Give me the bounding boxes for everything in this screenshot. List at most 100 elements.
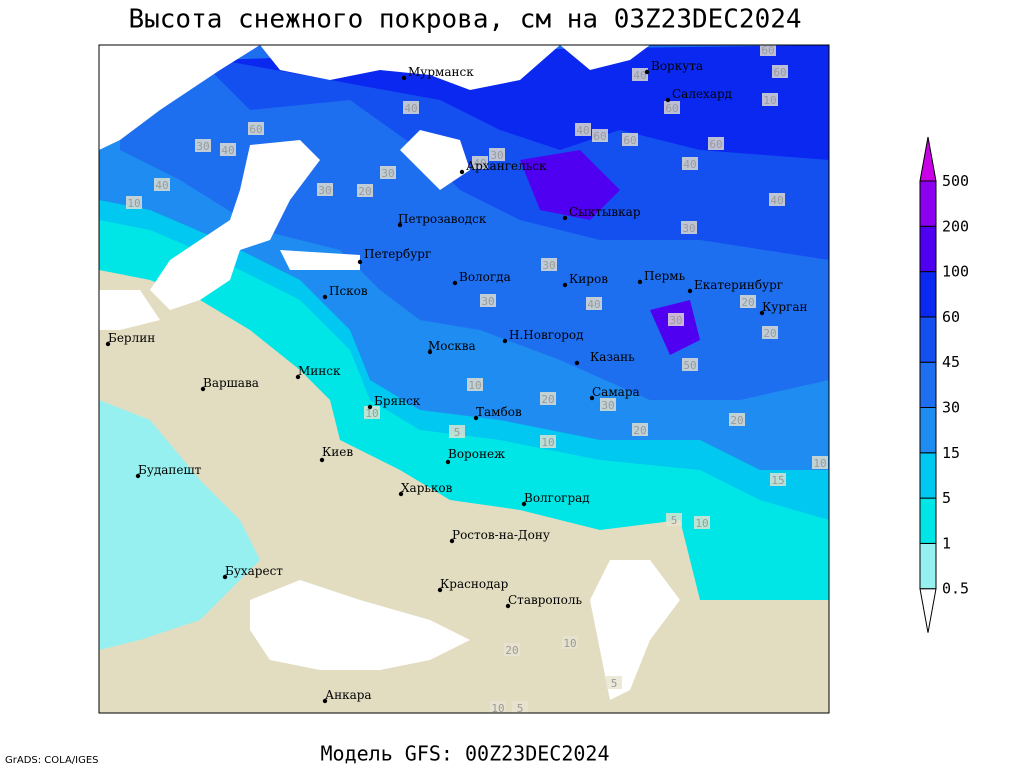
contour-label-box [248, 122, 264, 135]
city-dot [319, 457, 325, 463]
city-dot [687, 288, 693, 294]
contour-label: 60 [773, 66, 786, 79]
city-dot [589, 395, 595, 401]
contour-label: 20 [541, 393, 554, 406]
snow-area [99, 400, 260, 650]
city-label: Киев [322, 445, 353, 459]
contour-label-box [480, 294, 496, 307]
footer: Модель GFS: 00Z23DEC2024 [321, 742, 610, 766]
contour-label-box [600, 398, 616, 411]
contour-label: 5 [611, 677, 618, 690]
city-dot [398, 491, 404, 497]
contour-label-box [606, 676, 622, 689]
contour-label-box [762, 93, 778, 106]
contour-label: 60 [593, 130, 606, 143]
legend-label: 200 [942, 217, 969, 235]
contour-label: 5 [517, 702, 524, 715]
contour-label: 40 [221, 144, 234, 157]
legend-swatch [919, 225, 937, 273]
city-dot [574, 360, 580, 366]
contour-label: 30 [669, 314, 682, 327]
city-dot [505, 603, 511, 609]
city-dot [367, 404, 373, 410]
city-dot [222, 574, 228, 580]
legend-label: 0.5 [942, 580, 969, 598]
contour-label: 15 [771, 474, 784, 487]
map: 60 40 30 40 10 30 20 30 40 40 30 40 60 60 40 60 60 40 30 20… [99, 44, 829, 715]
contour-label: 10 [127, 197, 140, 210]
city-label: Петрозаводск [398, 212, 487, 226]
legend-swatch [919, 542, 937, 590]
contour-label-box [682, 157, 698, 170]
contour-label: 40 [576, 124, 589, 137]
city-label: Брянск [374, 394, 421, 408]
contour-label-box [540, 392, 556, 405]
contour-label: 30 [196, 140, 209, 153]
city-label: Н.Новгород [509, 328, 584, 342]
contour-label-box [126, 196, 142, 209]
city-label: Воркута [651, 59, 703, 73]
city-dot [562, 282, 568, 288]
city-dot [322, 698, 328, 704]
contour-label-box [586, 297, 602, 310]
legend-label: 1 [942, 534, 951, 552]
contour-label: 20 [741, 296, 754, 309]
contour-label-box [632, 423, 648, 436]
contour-label: 60 [665, 102, 678, 115]
legend-label: 60 [942, 308, 960, 326]
city-label: Ростов-на-Дону [452, 528, 550, 542]
city-dot [200, 386, 206, 392]
contour-label-box [403, 101, 419, 114]
contour-label: 30 [682, 222, 695, 235]
legend-label: 100 [942, 263, 969, 281]
contour-label-box [195, 139, 211, 152]
city-dot [473, 415, 479, 421]
contour-label-box [317, 183, 333, 196]
legend-label: 45 [942, 353, 960, 371]
contour-label: 10 [813, 457, 826, 470]
contour-label: 30 [381, 167, 394, 180]
contour-label: 30 [542, 259, 555, 272]
contour-label-box [666, 513, 682, 526]
city-label: Сыктывкар [569, 205, 641, 219]
city-dot [135, 473, 141, 479]
contour-label-box [449, 425, 465, 438]
city-dot [502, 338, 508, 344]
city-label: Волгоград [524, 491, 590, 505]
city-dot [445, 459, 451, 465]
city-label: Екатеринбург [694, 278, 783, 292]
contour-label: 40 [683, 158, 696, 171]
city-label: Курган [762, 300, 807, 314]
city-label: Самара [592, 385, 640, 399]
contour-label: 40 [155, 179, 168, 192]
legend-swatch [919, 136, 937, 182]
contour-label: 20 [763, 327, 776, 340]
city-label: Казань [590, 350, 635, 364]
city-label: Вологда [459, 270, 511, 284]
contour-label-box [760, 45, 776, 56]
contour-label: 5 [671, 514, 678, 527]
contour-label-box [694, 516, 710, 529]
city-dot [295, 374, 301, 380]
contour-label: 30 [318, 184, 331, 197]
city-dot [401, 75, 407, 81]
contour-label-box [575, 123, 591, 136]
contour-label: 10 [763, 94, 776, 107]
title: Высота снежного покрова, см на 03Z23DEC2… [128, 5, 801, 35]
contour-label: 10 [491, 702, 504, 715]
city-label: Ставрополь [508, 593, 582, 607]
city-label: Анкара [325, 688, 372, 702]
contour-label-box [622, 133, 638, 146]
credit: GrADS: COLA/IGES [5, 755, 99, 766]
city-label: Краснодар [440, 577, 509, 591]
contour-label: 30 [601, 399, 614, 412]
contour-label: 60 [761, 44, 774, 57]
contour-label: 10 [541, 436, 554, 449]
city-label: Пермь [644, 269, 686, 283]
city-label: Псков [329, 284, 368, 298]
snow-area [520, 150, 620, 220]
map-frame [98, 44, 830, 714]
city-dot [562, 215, 568, 221]
contour-label-box [562, 636, 578, 649]
contour-label-box [681, 221, 697, 234]
